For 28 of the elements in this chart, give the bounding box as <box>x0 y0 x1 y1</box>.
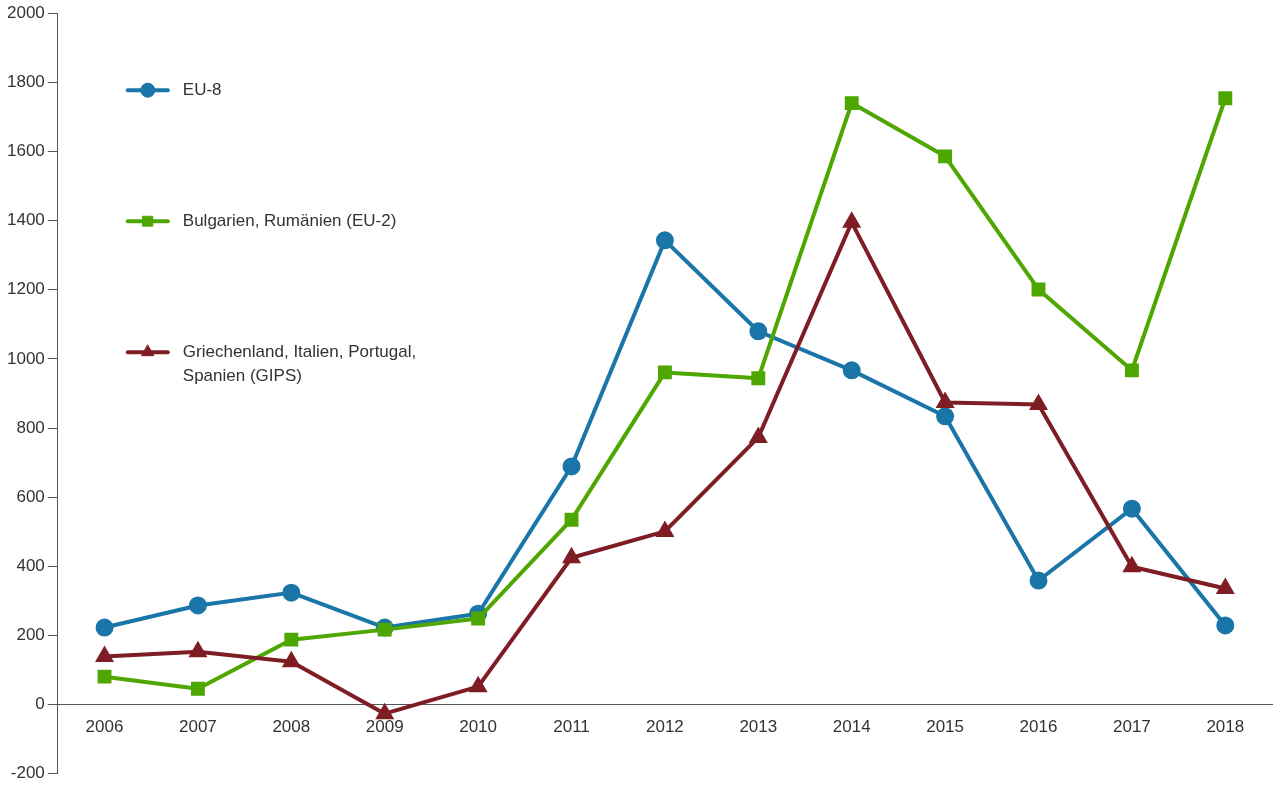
y-tick-label: 1800 <box>6 72 45 92</box>
x-tick-label: 2018 <box>1206 716 1245 736</box>
y-tick-label: 400 <box>16 556 45 576</box>
y-tick-label: 0 <box>35 694 45 714</box>
x-tick-label: 2014 <box>832 716 871 736</box>
y-tick-label: 800 <box>16 417 45 437</box>
x-tick-label: 2007 <box>179 716 217 736</box>
y-tick-label: 200 <box>16 625 45 645</box>
legend-label: Griechenland, Italien, Portugal, Spanien (GIPS) <box>182 341 417 385</box>
x-tick-label: 2017 <box>1112 716 1151 736</box>
y-tick-label: 1200 <box>6 279 45 299</box>
legend-label: EU-8 <box>182 79 222 99</box>
x-tick-label: 2009 <box>365 716 404 736</box>
legend-label: Bulgarien, Rumänien (EU-2) <box>182 210 397 230</box>
x-tick-label: 2010 <box>459 716 498 736</box>
y-tick-label: 2000 <box>6 2 45 22</box>
x-tick-label: 2016 <box>1019 716 1058 736</box>
x-tick-label: 2006 <box>85 716 124 736</box>
x-tick-label: 2013 <box>739 716 778 736</box>
x-tick-label: 2011 <box>553 716 590 736</box>
x-tick-label: 2015 <box>926 716 965 736</box>
y-tick-label: 1000 <box>6 348 45 368</box>
x-tick-label: 2008 <box>272 716 311 736</box>
y-tick-label: 600 <box>16 486 45 506</box>
y-tick-label: 1400 <box>6 210 45 230</box>
y-tick-label: -200 <box>10 763 45 783</box>
y-tick-label: 1600 <box>6 141 45 161</box>
x-tick-label: 2012 <box>646 716 684 736</box>
